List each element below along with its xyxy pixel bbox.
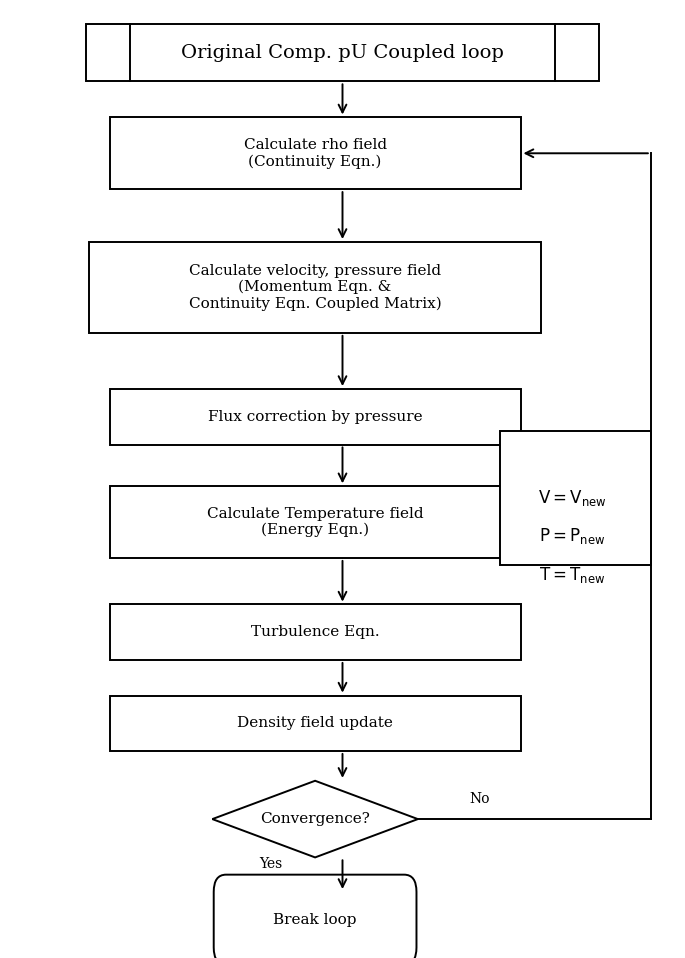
Text: No: No (469, 791, 490, 806)
FancyBboxPatch shape (500, 431, 651, 565)
FancyBboxPatch shape (214, 875, 416, 958)
Text: Calculate Temperature field
(Energy Eqn.): Calculate Temperature field (Energy Eqn.… (207, 507, 423, 537)
Text: Density field update: Density field update (237, 717, 393, 730)
Text: $\mathrm{P=P}_{\mathrm{new}}$: $\mathrm{P=P}_{\mathrm{new}}$ (539, 527, 605, 546)
Text: Break loop: Break loop (273, 913, 357, 926)
Text: Turbulence Eqn.: Turbulence Eqn. (251, 626, 379, 639)
Polygon shape (212, 781, 418, 857)
FancyBboxPatch shape (86, 24, 599, 81)
Text: Calculate velocity, pressure field
(Momentum Eqn. &
Continuity Eqn. Coupled Matr: Calculate velocity, pressure field (Mome… (189, 263, 441, 311)
Text: Yes: Yes (259, 857, 282, 871)
FancyBboxPatch shape (110, 696, 521, 751)
Text: $\mathrm{T=T}_{\mathrm{new}}$: $\mathrm{T=T}_{\mathrm{new}}$ (539, 565, 605, 584)
Text: Calculate rho field
(Continuity Eqn.): Calculate rho field (Continuity Eqn.) (244, 138, 386, 169)
Text: Convergence?: Convergence? (260, 812, 370, 826)
Text: Original Comp. pU Coupled loop: Original Comp. pU Coupled loop (181, 44, 504, 61)
Text: Flux correction by pressure: Flux correction by pressure (208, 410, 423, 423)
FancyBboxPatch shape (89, 242, 541, 333)
FancyBboxPatch shape (110, 604, 521, 660)
FancyBboxPatch shape (110, 389, 521, 445)
FancyBboxPatch shape (110, 487, 521, 558)
FancyBboxPatch shape (110, 118, 521, 190)
Text: $\mathrm{V=V}_{\mathrm{new}}$: $\mathrm{V=V}_{\mathrm{new}}$ (538, 489, 606, 508)
